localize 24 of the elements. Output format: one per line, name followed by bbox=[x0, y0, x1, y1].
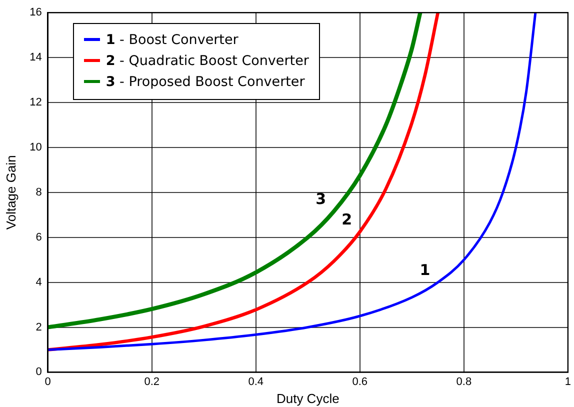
y-tick-label: 12 bbox=[30, 96, 42, 109]
y-tick-label: 16 bbox=[30, 6, 42, 19]
legend-label: 1 - Boost Converter bbox=[104, 30, 240, 50]
y-tick-label: 2 bbox=[36, 321, 42, 334]
y-tick-label: 8 bbox=[36, 186, 42, 198]
y-axis-title: Voltage Gain bbox=[3, 155, 18, 230]
x-tick-label: 0.6 bbox=[352, 376, 368, 388]
annotation: 3 bbox=[316, 190, 326, 208]
y-tick-label: 14 bbox=[30, 52, 42, 64]
legend-label: 3 - Proposed Boost Converter bbox=[104, 72, 306, 92]
line-series bbox=[48, 12, 537, 351]
annotation: 2 bbox=[342, 210, 352, 229]
x-tick-label: 0 bbox=[44, 376, 51, 388]
x-tick-label: 1 bbox=[564, 376, 572, 388]
y-tick-label: 0 bbox=[36, 366, 42, 378]
x-tick-label: 0.4 bbox=[248, 376, 264, 388]
y-tick-label: 4 bbox=[36, 276, 42, 288]
x-tick-label: 0.8 bbox=[456, 376, 472, 388]
x-axis-title: Duty Cycle bbox=[276, 390, 340, 406]
annotation: 1 bbox=[420, 261, 430, 280]
legend-label: 2 - Quadratic Boost Converter bbox=[104, 52, 309, 71]
y-tick-label: 10 bbox=[30, 141, 42, 154]
y-tick-label: 6 bbox=[36, 231, 42, 244]
x-tick-label: 0.2 bbox=[144, 376, 160, 388]
